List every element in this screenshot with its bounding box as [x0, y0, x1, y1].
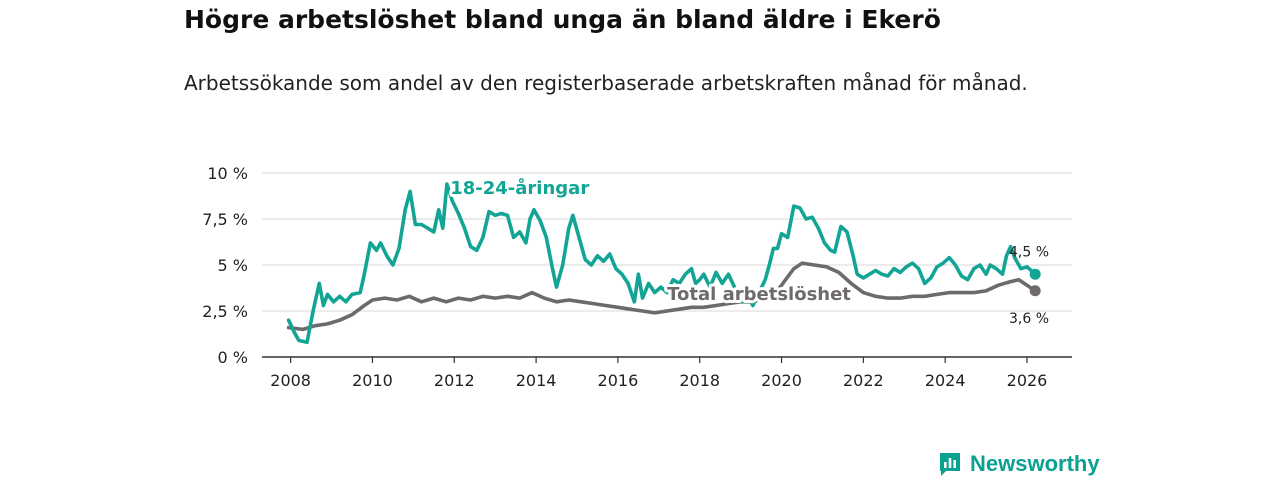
y-tick-label: 10 % — [207, 164, 248, 183]
x-tick-label: 2010 — [352, 371, 393, 390]
x-tick-label: 2012 — [434, 371, 475, 390]
series-line-total-arbetsl-shet — [286, 261, 1037, 332]
series-label-youth-halo: 18-24-åringar — [450, 177, 589, 199]
x-tick-label: 2026 — [1007, 371, 1048, 390]
series-lines — [286, 182, 1041, 345]
x-tick-label: 2016 — [598, 371, 639, 390]
series-line-18-24-ringar — [286, 182, 1037, 345]
chart-title: Högre arbetslöshet bland unga än bland ä… — [184, 5, 941, 34]
series-label-youth: 18-24-åringar — [450, 177, 589, 199]
newsworthy-chart-icon — [940, 453, 960, 476]
y-tick-label: 7,5 % — [202, 210, 248, 229]
x-tick-label: 2022 — [843, 371, 884, 390]
y-tick-label: 5 % — [218, 256, 248, 275]
end-value-total: 3,6 % — [1009, 311, 1049, 327]
x-tick-label: 2018 — [679, 371, 720, 390]
newsworthy-logo: Newsworthy — [938, 449, 1100, 479]
y-tick-label: 2,5 % — [202, 302, 248, 321]
y-tick-label: 0 % — [218, 348, 248, 367]
x-tick-label: 2024 — [925, 371, 966, 390]
end-value-youth: 4,5 % — [1009, 245, 1049, 261]
newsworthy-wordmark: Newsworthy — [970, 451, 1100, 476]
series-end-marker — [1029, 285, 1041, 297]
y-axis-ticks: 0 % 2,5 % 5 % 7,5 % 10 % — [202, 164, 248, 367]
x-tick-label: 2014 — [516, 371, 557, 390]
series-label-total-halo: Total arbetslöshet — [667, 284, 851, 305]
series-end-marker — [1029, 268, 1041, 280]
series-label-total: Total arbetslöshet — [667, 284, 851, 305]
x-tick-label: 2008 — [270, 371, 311, 390]
chart-subtitle: Arbetssökande som andel av den registerb… — [184, 71, 1028, 95]
x-axis-ticks: 2008 2010 2012 2014 2016 2018 2020 2022 2024 2026 — [262, 356, 1072, 390]
x-tick-label: 2020 — [761, 371, 802, 390]
